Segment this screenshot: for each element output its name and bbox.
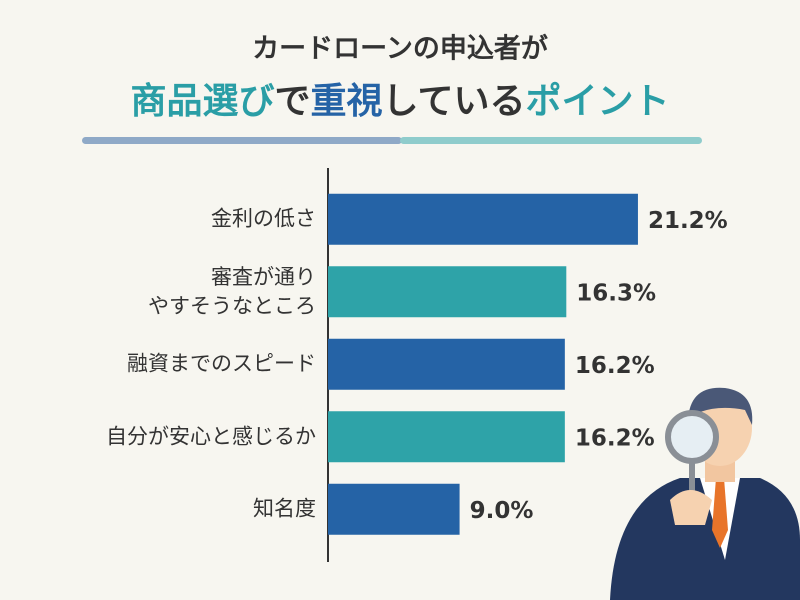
subtitle-part: 重視 — [311, 81, 383, 122]
category-label: 金利の低さ — [211, 206, 316, 231]
chart-subtitle: 商品選びで重視しているポイント — [131, 80, 670, 122]
category-label: 知名度 — [253, 496, 316, 521]
bar — [328, 193, 638, 245]
subtitle-part: している — [383, 81, 526, 122]
chart-title: カードローンの申込者が — [252, 33, 548, 65]
subtitle-part: ポイント — [525, 80, 669, 122]
value-label: 9.0% — [470, 498, 534, 524]
bar — [328, 338, 565, 390]
divider — [82, 137, 402, 144]
value-label: 16.2% — [575, 353, 655, 379]
category-label: 融資までのスピード — [127, 351, 316, 376]
category-label: 審査が通り やすそうなところ — [148, 264, 316, 318]
bar — [328, 266, 567, 318]
divider — [400, 137, 702, 144]
category-label: 自分が安心と感じるか — [106, 424, 316, 449]
value-label: 16.3% — [576, 280, 656, 306]
bar — [328, 483, 460, 535]
value-label: 21.2% — [648, 208, 728, 234]
subtitle-part: で — [275, 81, 311, 122]
value-label: 16.2% — [575, 425, 655, 451]
bar — [328, 411, 565, 463]
person-illustration — [610, 387, 800, 600]
subtitle-part: 商品選び — [131, 81, 275, 122]
